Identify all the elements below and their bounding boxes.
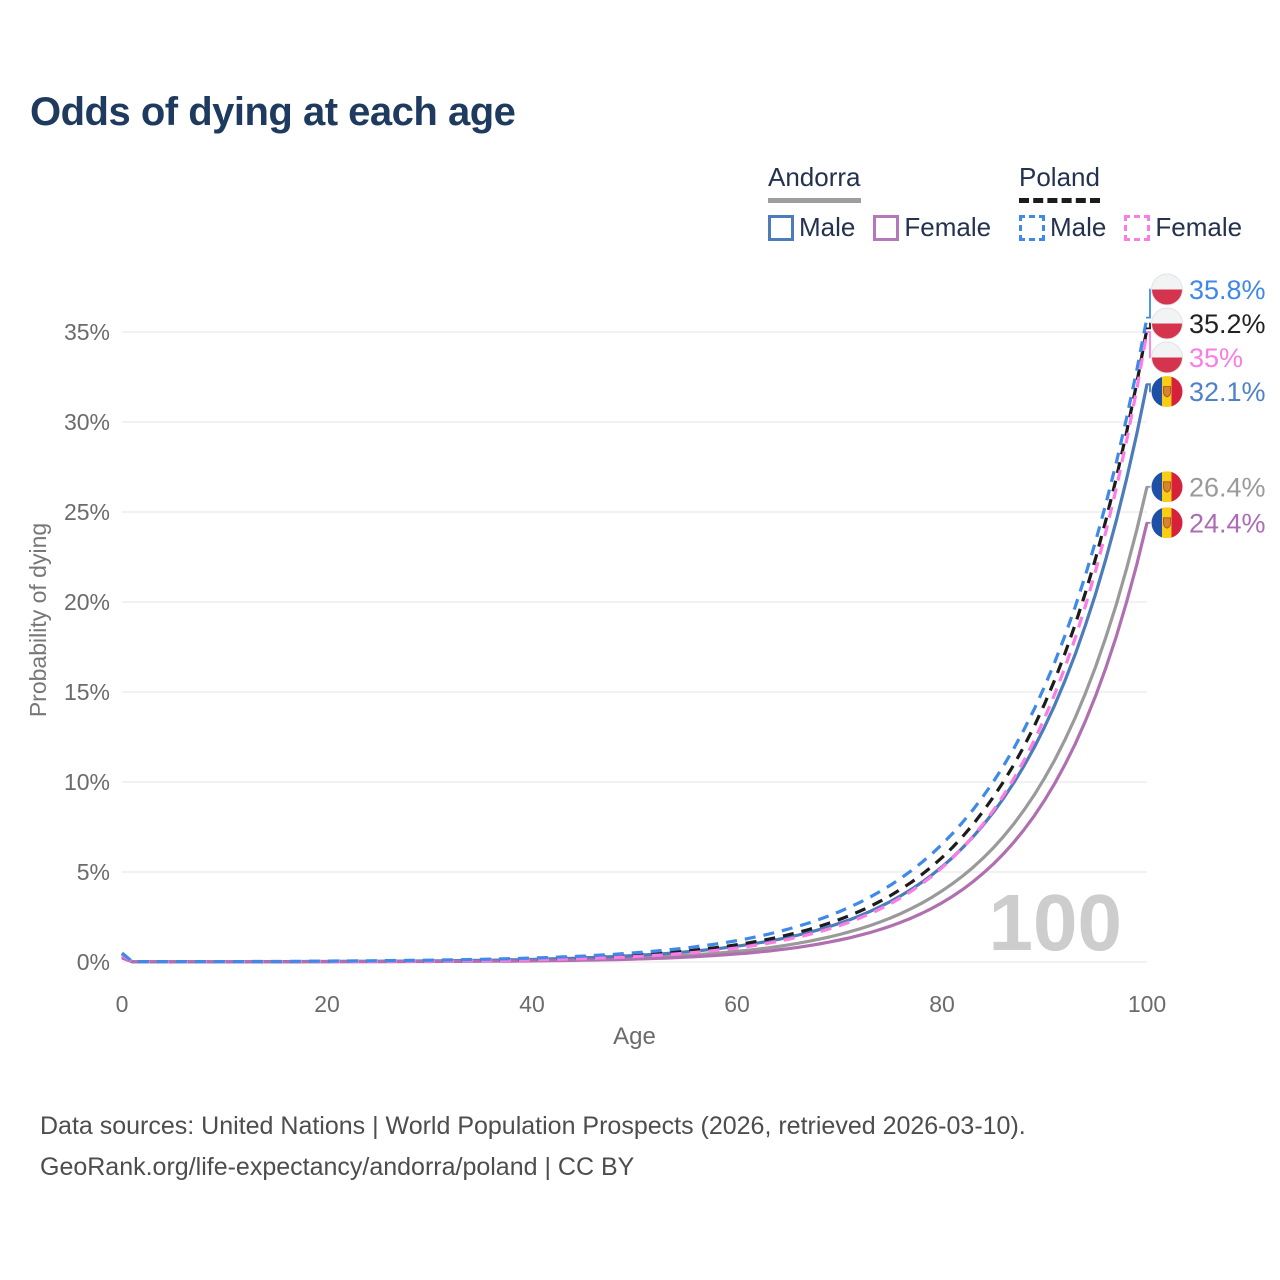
page-title: Odds of dying at each age: [30, 90, 516, 134]
series-connector-andorra-male: [1146, 383, 1151, 393]
flag-icon-poland: [1151, 307, 1183, 340]
flag-icon-andorra: [1151, 376, 1183, 408]
series-end-label-poland-female[interactable]: 35%: [1189, 343, 1243, 373]
y-tick-label: 10%: [64, 769, 110, 795]
series-connector-poland-total: [1146, 322, 1151, 330]
legend-group-label-poland[interactable]: Poland: [1019, 162, 1100, 203]
y-tick-label: 35%: [64, 319, 110, 345]
y-tick-label: 0%: [77, 949, 110, 975]
footer: Data sources: United Nations | World Pop…: [40, 1106, 1026, 1188]
legend-swatch-andorra-female: [873, 214, 900, 241]
legend-label-andorra-female: Female: [904, 212, 992, 242]
series-end-label-poland-total[interactable]: 35.2%: [1189, 309, 1266, 339]
legend-label-andorra-male: Male: [799, 212, 856, 242]
x-tick-label: 60: [724, 991, 750, 1017]
legend-label-poland-male: Male: [1050, 212, 1107, 242]
legend-swatch-andorra-male: [768, 214, 794, 241]
legend-swatch-poland-female: [1124, 214, 1151, 241]
flag-icon-andorra: [1151, 471, 1183, 503]
series-line-poland-total[interactable]: [121, 328, 1149, 964]
x-tick-label: 40: [519, 991, 545, 1017]
series-line-poland-male[interactable]: [120, 317, 1149, 964]
series-line-poland-female[interactable]: [121, 331, 1149, 964]
x-tick-label: 20: [314, 991, 340, 1017]
legend-group-poland: Poland Male Female: [1019, 162, 1242, 243]
legend-group-andorra: Andorra Male Female: [768, 162, 991, 243]
series-connector-poland-male: [1146, 288, 1151, 319]
series-line-andorra-male[interactable]: [121, 383, 1149, 964]
flag-icon-andorra: [1151, 507, 1183, 539]
x-tick-label: 100: [1128, 991, 1166, 1017]
x-tick-label: 80: [929, 991, 955, 1017]
footer-attribution: GeoRank.org/life-expectancy/andorra/pola…: [40, 1152, 635, 1181]
footer-data-sources: Data sources: United Nations | World Pop…: [40, 1112, 1026, 1140]
legend-item-poland-male[interactable]: Male: [1019, 212, 1106, 243]
x-axis-title: Age: [613, 1023, 656, 1050]
y-tick-label: 5%: [77, 859, 110, 885]
series-end-label-andorra-male[interactable]: 32.1%: [1189, 377, 1266, 407]
series-end-label-andorra-total[interactable]: 26.4%: [1189, 472, 1266, 502]
series-end-label-poland-male[interactable]: 35.8%: [1189, 275, 1266, 305]
series-connector-poland-female: [1146, 331, 1151, 359]
series-end-label-andorra-female[interactable]: 24.4%: [1189, 508, 1266, 538]
legend-swatch-poland-male: [1019, 214, 1045, 241]
legend-item-poland-female[interactable]: Female: [1124, 212, 1242, 243]
legend-item-andorra-female[interactable]: Female: [873, 212, 991, 243]
y-tick-label: 30%: [64, 409, 110, 435]
legend-group-label-andorra[interactable]: Andorra: [768, 162, 861, 203]
age-watermark: 100: [989, 878, 1122, 967]
y-tick-label: 20%: [64, 589, 110, 615]
y-tick-label: 15%: [64, 679, 110, 705]
flag-icon-poland: [1151, 341, 1183, 374]
x-tick-label: 0: [116, 991, 129, 1017]
y-tick-label: 25%: [64, 499, 110, 525]
y-axis-title: Probability of dying: [25, 523, 51, 717]
legend-label-poland-female: Female: [1155, 212, 1243, 242]
legend-item-andorra-male[interactable]: Male: [768, 212, 855, 243]
flag-icon-poland: [1151, 273, 1183, 306]
